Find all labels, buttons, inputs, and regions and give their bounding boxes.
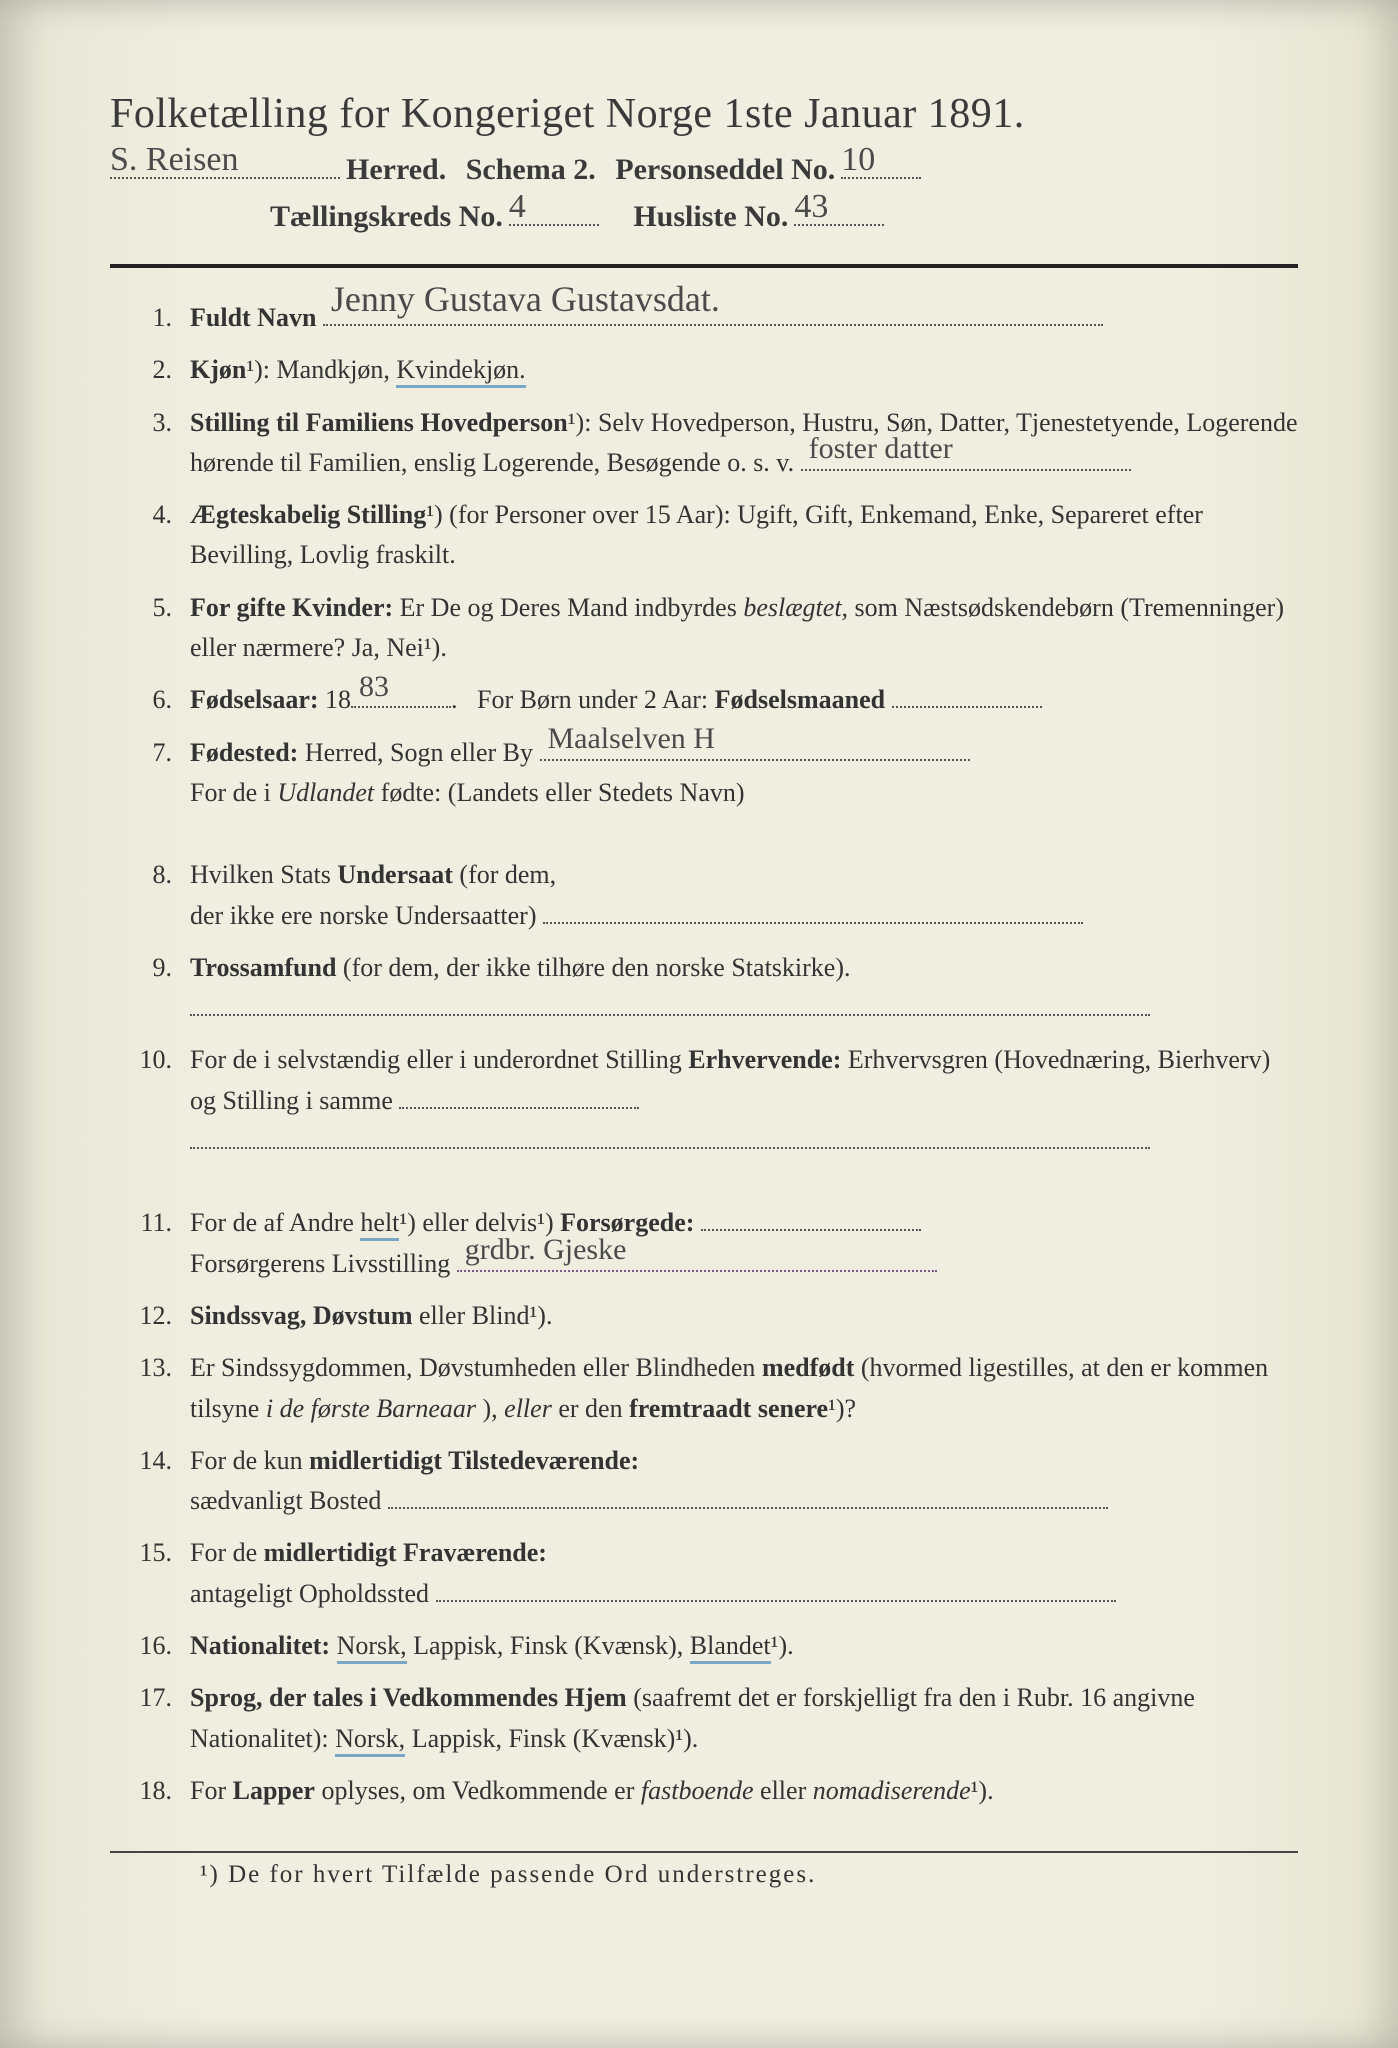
item-13: 13. Er Sindssygdommen, Døvstumheden elle… bbox=[130, 1348, 1298, 1429]
name-field: Jenny Gustava Gustavsdat. bbox=[323, 300, 1103, 326]
item-3: 3. Stilling til Familiens Hovedperson¹):… bbox=[130, 403, 1298, 484]
label-2: Kjøn bbox=[190, 355, 246, 384]
footnote: ¹) De for hvert Tilfælde passende Ord un… bbox=[110, 1861, 1298, 1889]
header-divider bbox=[110, 264, 1298, 268]
subtitle-row-2: Tællingskreds No. 4 Husliste No. 43 bbox=[110, 193, 1298, 234]
item-1: 1. Fuldt Navn Jenny Gustava Gustavsdat. bbox=[130, 298, 1298, 338]
item-5: 5. For gifte Kvinder: Er De og Deres Man… bbox=[130, 588, 1298, 669]
stilling-field: foster datter bbox=[801, 445, 1131, 471]
subtitle-row-1: S. Reisen Herred. Schema 2. Personseddel… bbox=[110, 146, 1298, 187]
personseddel-field: 10 bbox=[841, 146, 921, 179]
item-7: 7. Fødested: Herred, Sogn eller By Maals… bbox=[130, 733, 1298, 814]
census-form-page: Folketælling for Kongeriget Norge 1ste J… bbox=[0, 0, 1398, 2048]
husliste-label: Husliste No. bbox=[633, 200, 788, 234]
form-header: Folketælling for Kongeriget Norge 1ste J… bbox=[110, 90, 1298, 234]
item-16: 16. Nationalitet: Norsk, Lappisk, Finsk … bbox=[130, 1626, 1298, 1666]
label-1: Fuldt Navn bbox=[190, 303, 316, 332]
herred-label: Herred. bbox=[346, 153, 446, 187]
kreds-label: Tællingskreds No. bbox=[270, 200, 503, 234]
kreds-field: 4 bbox=[509, 193, 599, 226]
personseddel-label: Personseddel No. bbox=[615, 153, 835, 187]
item-4: 4. Ægteskabelig Stilling¹) (for Personer… bbox=[130, 495, 1298, 576]
item-6: 6. Fødselsaar: 1883. For Børn under 2 Aa… bbox=[130, 680, 1298, 720]
main-title: Folketælling for Kongeriget Norge 1ste J… bbox=[110, 90, 1298, 138]
item-9: 9. Trossamfund (for dem, der ikke tilhør… bbox=[130, 948, 1298, 1029]
item-10: 10. For de i selvstændig eller i underor… bbox=[130, 1040, 1298, 1161]
footnote-divider bbox=[110, 1851, 1298, 1853]
schema-label: Schema 2. bbox=[466, 153, 596, 187]
item-15: 15. For de midlertidigt Fraværende: anta… bbox=[130, 1533, 1298, 1614]
label-3: Stilling til Familiens Hovedperson bbox=[190, 408, 568, 437]
herred-field: S. Reisen bbox=[110, 146, 340, 179]
item-14: 14. For de kun midlertidigt Tilstedevære… bbox=[130, 1441, 1298, 1522]
form-body: 1. Fuldt Navn Jenny Gustava Gustavsdat. … bbox=[110, 298, 1298, 1811]
husliste-field: 43 bbox=[794, 193, 884, 226]
item-11: 11. For de af Andre helt¹) eller delvis¹… bbox=[130, 1203, 1298, 1284]
item-18: 18. For Lapper oplyses, om Vedkommende e… bbox=[130, 1771, 1298, 1811]
item-17: 17. Sprog, der tales i Vedkommendes Hjem… bbox=[130, 1678, 1298, 1759]
item-8: 8. Hvilken Stats Undersaat (for dem, der… bbox=[130, 855, 1298, 936]
item-2: 2. Kjøn¹): Mandkjøn, Kvindekjøn. bbox=[130, 350, 1298, 390]
kjon-selected: Kvindekjøn. bbox=[396, 355, 525, 388]
item-12: 12. Sindssvag, Døvstum eller Blind¹). bbox=[130, 1296, 1298, 1336]
label-4: Ægteskabelig Stilling bbox=[190, 500, 426, 529]
